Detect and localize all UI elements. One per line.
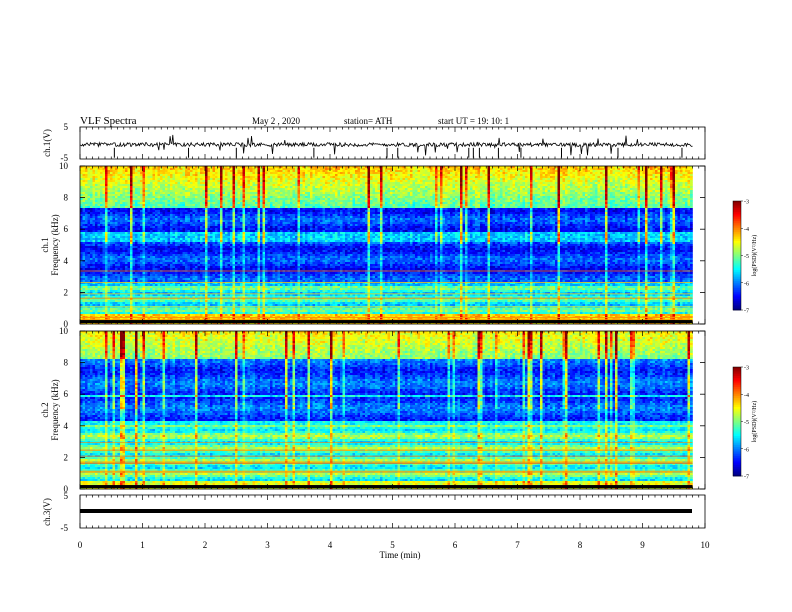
- time-tick-label: 3: [265, 540, 270, 550]
- spec1-ytick-label: 2: [64, 287, 69, 297]
- ch2-spectrogram-ylabel: Frequency (kHz): [50, 379, 60, 440]
- cbar1-tick-label: -6: [744, 281, 749, 287]
- time-axis-tick-labels: 0 1 2 3 4 5 6 7 8 9 10: [78, 540, 710, 550]
- cbar1-tick-label: -3: [744, 200, 749, 206]
- ch1-spectrogram-ylabel: Frequency (kHz): [50, 214, 60, 275]
- ch3-ylabel: ch.3(V): [42, 498, 52, 526]
- ch3-ytick-bottom: -5: [61, 523, 69, 533]
- spec2-ytick-label: 4: [64, 421, 69, 431]
- cbar2-tick-label: -3: [744, 366, 749, 372]
- ch2-spectrogram: [80, 331, 693, 489]
- cbar2-tick-label: -7: [744, 475, 749, 481]
- spec1-ytick-label: 6: [64, 224, 69, 234]
- ch1-colorbar: -3 -4 -5 -6 -7 log(PSD)(V²/Hz): [733, 200, 758, 315]
- time-tick-label: 1: [140, 540, 145, 550]
- spec1-ytick-label: 10: [59, 161, 69, 171]
- time-tick-label: 9: [640, 540, 645, 550]
- cbar1-label: log(PSD)(V²/Hz): [751, 235, 758, 276]
- cbar2-label: log(PSD)(V²/Hz): [751, 401, 758, 442]
- spec2-ytick-label: 2: [64, 452, 69, 462]
- ch3-waveform-series: [80, 509, 692, 513]
- spec2-ytick-label: 8: [64, 358, 69, 368]
- time-tick-label: 10: [701, 540, 711, 550]
- ch1-waveform-series: [80, 135, 693, 158]
- date-label: May 2 , 2020: [252, 116, 300, 126]
- figure-title: VLF Spectra: [80, 115, 137, 127]
- vlf-spectra-figure: VLF Spectra May 2 , 2020 station= ATH st…: [0, 0, 792, 612]
- ch3-ytick-top: 5: [64, 491, 69, 501]
- time-tick-label: 0: [78, 540, 83, 550]
- cbar2-tick-label: -4: [744, 393, 749, 399]
- spec1-ytick-label: 4: [64, 256, 69, 266]
- time-axis-label: Time (min): [380, 550, 421, 560]
- ch2-colorbar: -3 -4 -5 -6 -7 log(PSD)(V²/Hz): [733, 366, 758, 481]
- cbar1-tick-label: -4: [744, 227, 749, 233]
- time-tick-label: 6: [453, 540, 458, 550]
- time-tick-label: 2: [203, 540, 208, 550]
- ch1-spectrogram-ylabel-channel: ch.1: [40, 237, 50, 252]
- station-label: station= ATH: [344, 116, 393, 126]
- ch1-ytick-top: 5: [64, 122, 69, 132]
- spec2-ytick-label: 6: [64, 389, 69, 399]
- cbar2-tick-label: -5: [744, 420, 749, 426]
- cbar1-tick-label: -5: [744, 254, 749, 260]
- ch2-spectrogram-ylabel-channel: ch.2: [40, 402, 50, 417]
- spec1-ytick-label: 8: [64, 193, 69, 203]
- start-time-label: start UT = 19: 10: 1: [438, 116, 509, 126]
- ch1-spectrogram: [80, 166, 693, 324]
- spec2-ytick-label: 10: [59, 326, 69, 336]
- time-tick-label: 7: [515, 540, 520, 550]
- time-tick-label: 4: [328, 540, 333, 550]
- time-tick-label: 8: [578, 540, 583, 550]
- cbar2-tick-label: -6: [744, 447, 749, 453]
- ch1-ylabel: ch.1(V): [42, 129, 52, 157]
- cbar1-tick-label: -7: [744, 309, 749, 315]
- time-tick-label: 5: [390, 540, 395, 550]
